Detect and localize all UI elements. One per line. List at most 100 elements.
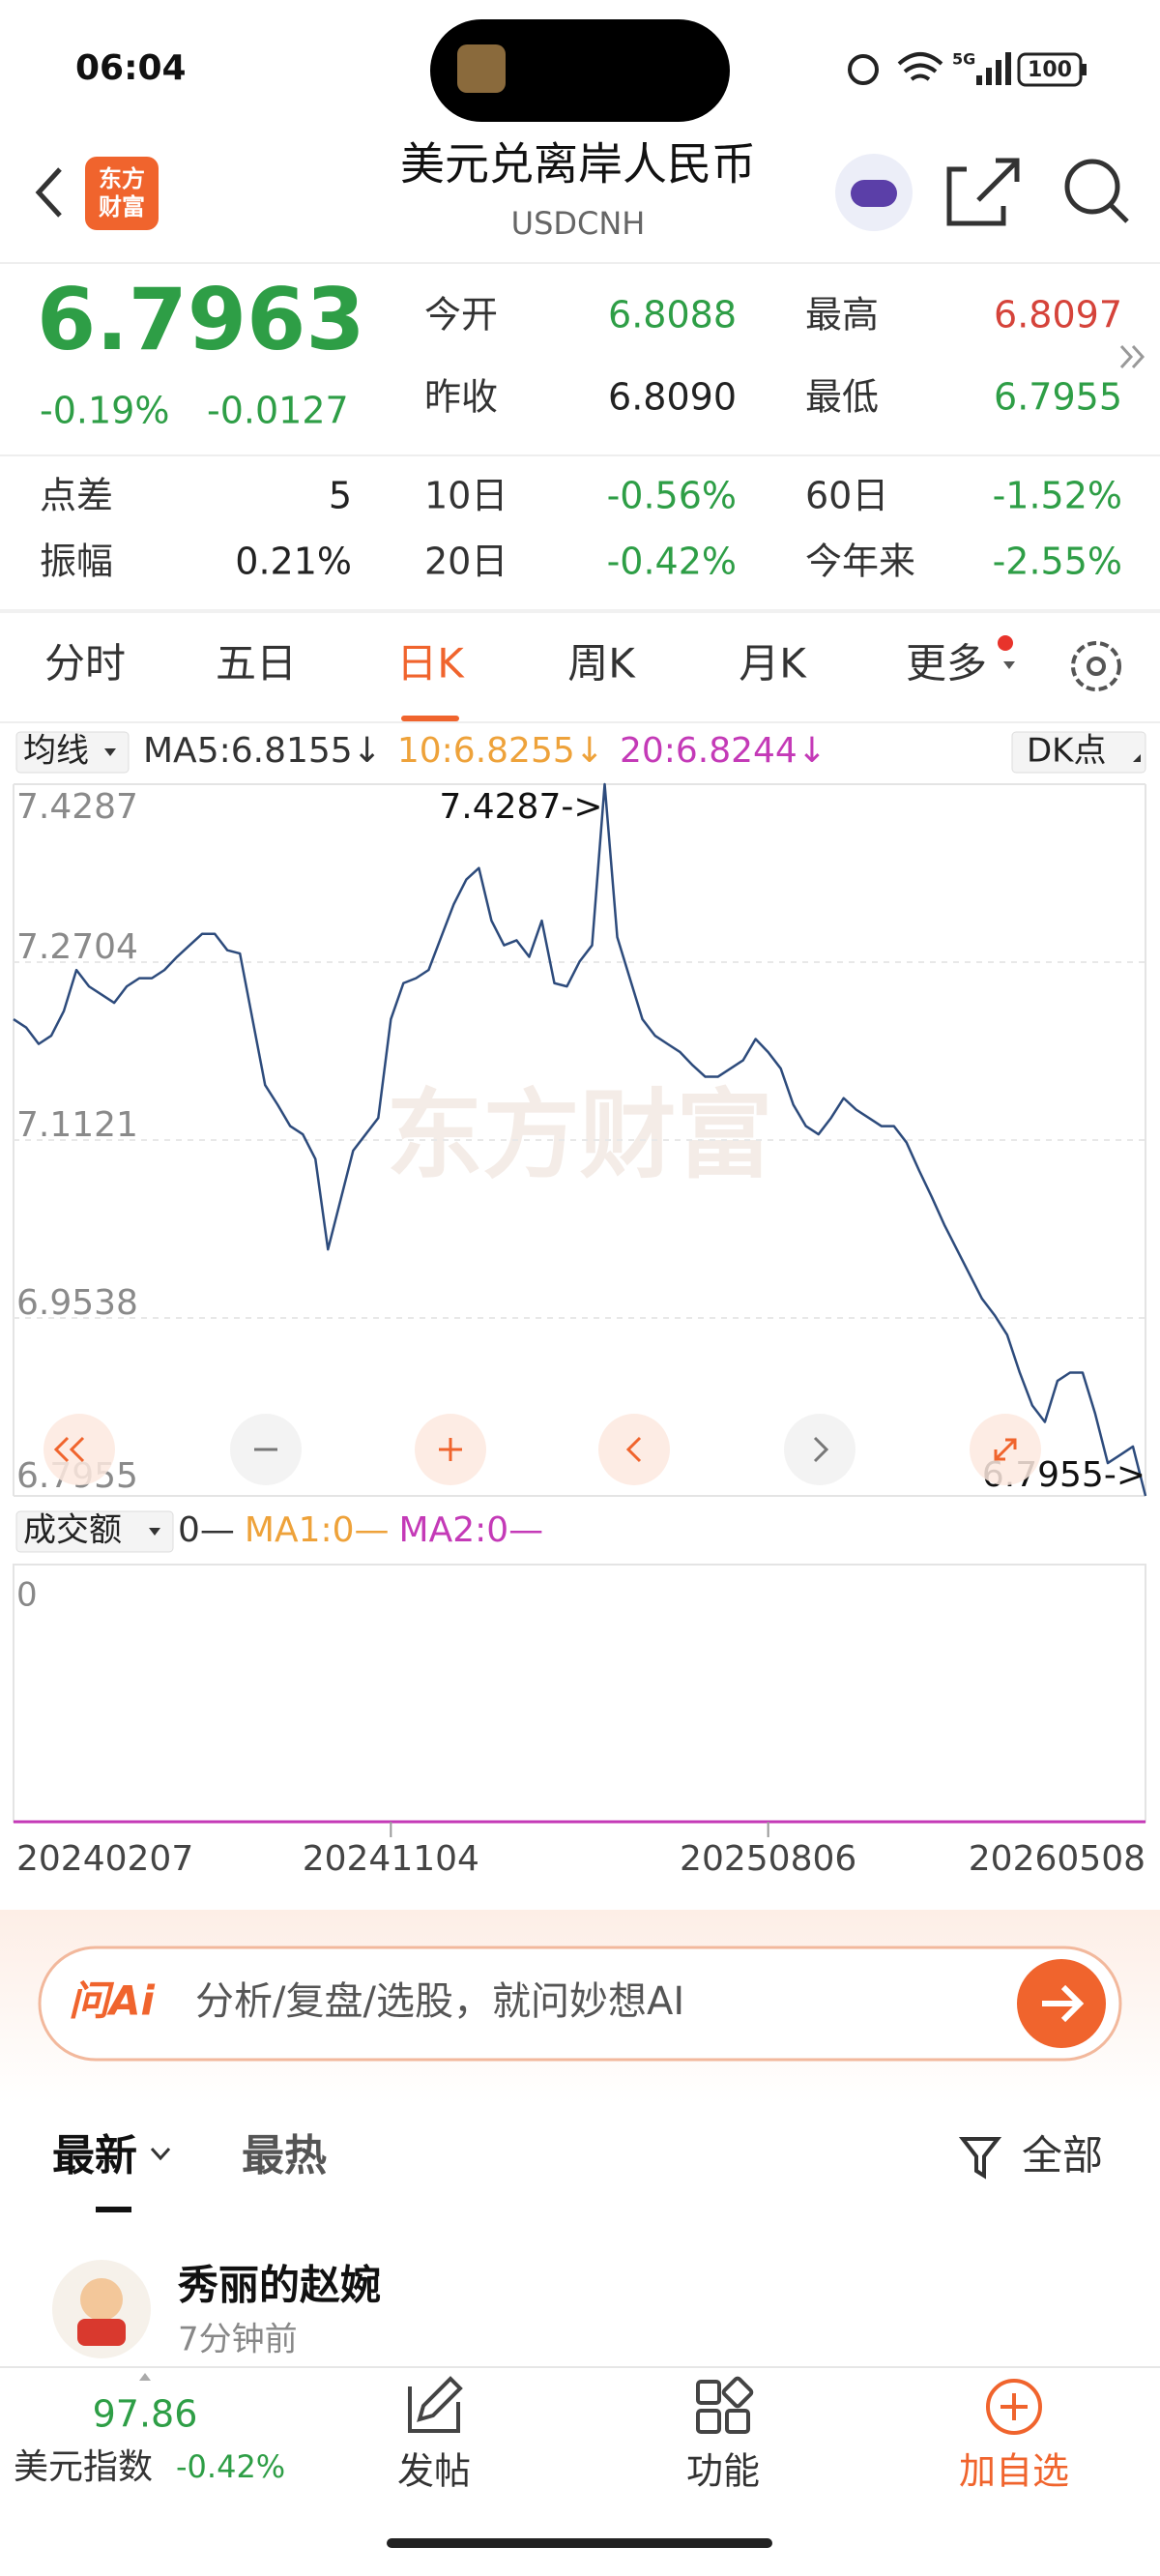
- divider: [0, 262, 1160, 264]
- divider: [0, 721, 1160, 723]
- bottom-action[interactable]: 功能: [686, 2450, 760, 2493]
- index-value[interactable]: 97.86: [93, 2393, 198, 2436]
- field-value: 6.8097: [994, 294, 1122, 337]
- bottom-action[interactable]: 发帖: [397, 2450, 471, 2493]
- stat-label: 20日: [424, 541, 508, 583]
- feed-tab[interactable]: 最热: [242, 2131, 327, 2181]
- divider: [0, 609, 1160, 613]
- ma-selector[interactable]: [15, 731, 130, 774]
- avatar-body: [77, 2319, 126, 2346]
- x-tick-label: 20250806: [680, 1839, 856, 1879]
- index-change: -0.42%: [176, 2448, 285, 2485]
- control-icon: [994, 1438, 1017, 1461]
- stat-label: 60日: [805, 475, 888, 517]
- settings-button[interactable]: [1071, 641, 1121, 691]
- max-annotation: 7.4287->: [439, 787, 602, 827]
- control-icon: [439, 1438, 462, 1461]
- stat-value: -1.52%: [993, 475, 1122, 517]
- filter-icon[interactable]: [958, 2137, 1002, 2180]
- stat-value: 5: [329, 475, 352, 517]
- period-tab[interactable]: 日K: [396, 640, 465, 688]
- corner-mark: [1133, 754, 1141, 762]
- avatar-face: [80, 2278, 123, 2321]
- period-tab[interactable]: 更多: [906, 640, 987, 688]
- app-logo: [85, 157, 159, 230]
- dropdown-caret: [149, 1528, 160, 1536]
- feed-tab[interactable]: 最新: [52, 2131, 137, 2181]
- page-subtitle: USDCNH: [511, 205, 646, 242]
- x-tick-label: 20240207: [16, 1839, 193, 1879]
- x-tick-label: 20241104: [303, 1839, 479, 1879]
- period-tab[interactable]: 月K: [739, 640, 807, 688]
- field-value: 6.7955: [994, 376, 1122, 419]
- volume-legend: MA2:0—: [399, 1510, 544, 1550]
- dynamic-island: [430, 19, 730, 122]
- y-tick-label: 7.1121: [16, 1105, 138, 1145]
- ma-selector-label[interactable]: 均线: [23, 732, 89, 771]
- share-button[interactable]: [946, 158, 1020, 226]
- field-value: 6.8090: [608, 376, 737, 419]
- dk-button-label[interactable]: DK点: [1027, 732, 1106, 771]
- period-tab[interactable]: 五日: [216, 640, 297, 688]
- feed-filter[interactable]: 全部: [1022, 2132, 1103, 2180]
- volume-selector[interactable]: [15, 1510, 174, 1553]
- chart-control[interactable]: [784, 1414, 856, 1485]
- add-watchlist-icon[interactable]: [986, 2379, 1042, 2435]
- ai-input[interactable]: [38, 1946, 1122, 2062]
- ma-value: 20:6.8244↓: [620, 731, 826, 771]
- volume-y-tick: 0: [16, 1576, 38, 1615]
- change-percent: -0.19%: [40, 390, 169, 432]
- index-name[interactable]: 美元指数: [14, 2447, 153, 2487]
- change-value: -0.0127: [207, 390, 349, 432]
- search-button[interactable]: [1064, 159, 1129, 223]
- field-label: 最高: [805, 294, 879, 337]
- stat-label: 今年来: [805, 541, 915, 583]
- dk-button[interactable]: [1011, 731, 1146, 774]
- period-tab[interactable]: 分时: [44, 640, 126, 688]
- post-author[interactable]: 秀丽的赵婉: [177, 2262, 381, 2309]
- post-time: 7分钟前: [178, 2321, 298, 2359]
- post-icon[interactable]: [408, 2376, 463, 2433]
- tab-underline: [96, 2207, 131, 2212]
- bottom-action[interactable]: 加自选: [959, 2450, 1069, 2493]
- network-label: 5G: [952, 50, 975, 69]
- sort-caret: [150, 2147, 171, 2161]
- home-indicator: [387, 2538, 772, 2548]
- expand-chevron[interactable]: [1119, 344, 1146, 369]
- stat-value: -0.56%: [607, 475, 737, 517]
- wifi-icon: [897, 52, 943, 81]
- ai-placeholder[interactable]: 分析/复盘/选股，就问妙想AI: [195, 1979, 684, 2024]
- field-label: 今开: [424, 294, 498, 337]
- chart-control[interactable]: [44, 1414, 115, 1485]
- control-icon: [813, 1436, 829, 1463]
- volume-selector-label[interactable]: 成交额: [23, 1511, 122, 1550]
- expand-caret: [139, 2373, 151, 2381]
- ai-brand: 问Ai: [69, 1977, 156, 2025]
- active-tab-underline: [401, 716, 459, 721]
- stat-value: 0.21%: [235, 541, 352, 583]
- dropdown-caret: [1003, 661, 1015, 669]
- y-tick-label: 6.9538: [16, 1283, 138, 1323]
- logo-text: 财富: [99, 193, 145, 220]
- divider: [0, 454, 1160, 456]
- back-button[interactable]: [35, 167, 62, 218]
- logo-text: 东方: [99, 165, 145, 192]
- ma-value: MA5:6.8155↓: [143, 731, 382, 771]
- album-thumb: [457, 44, 506, 93]
- ma-value: 10:6.8255↓: [397, 731, 604, 771]
- period-tab[interactable]: 周K: [567, 640, 636, 688]
- control-icon: [53, 1436, 85, 1463]
- field-value: 6.8088: [608, 294, 737, 337]
- function-icon[interactable]: [696, 2376, 754, 2434]
- y-tick-label: 7.2704: [16, 927, 138, 967]
- field-label: 最低: [805, 376, 879, 419]
- signal-icon: [976, 52, 1011, 85]
- page-title: 美元兑离岸人民币: [400, 138, 756, 190]
- stat-value: -2.55%: [993, 541, 1122, 583]
- watermark: 东方财富: [387, 1078, 773, 1191]
- control-icon: [625, 1436, 642, 1463]
- arrow-icon: [1042, 1984, 1085, 2023]
- chart-control[interactable]: [598, 1414, 670, 1485]
- x-tick-label: 20260508: [969, 1839, 1146, 1879]
